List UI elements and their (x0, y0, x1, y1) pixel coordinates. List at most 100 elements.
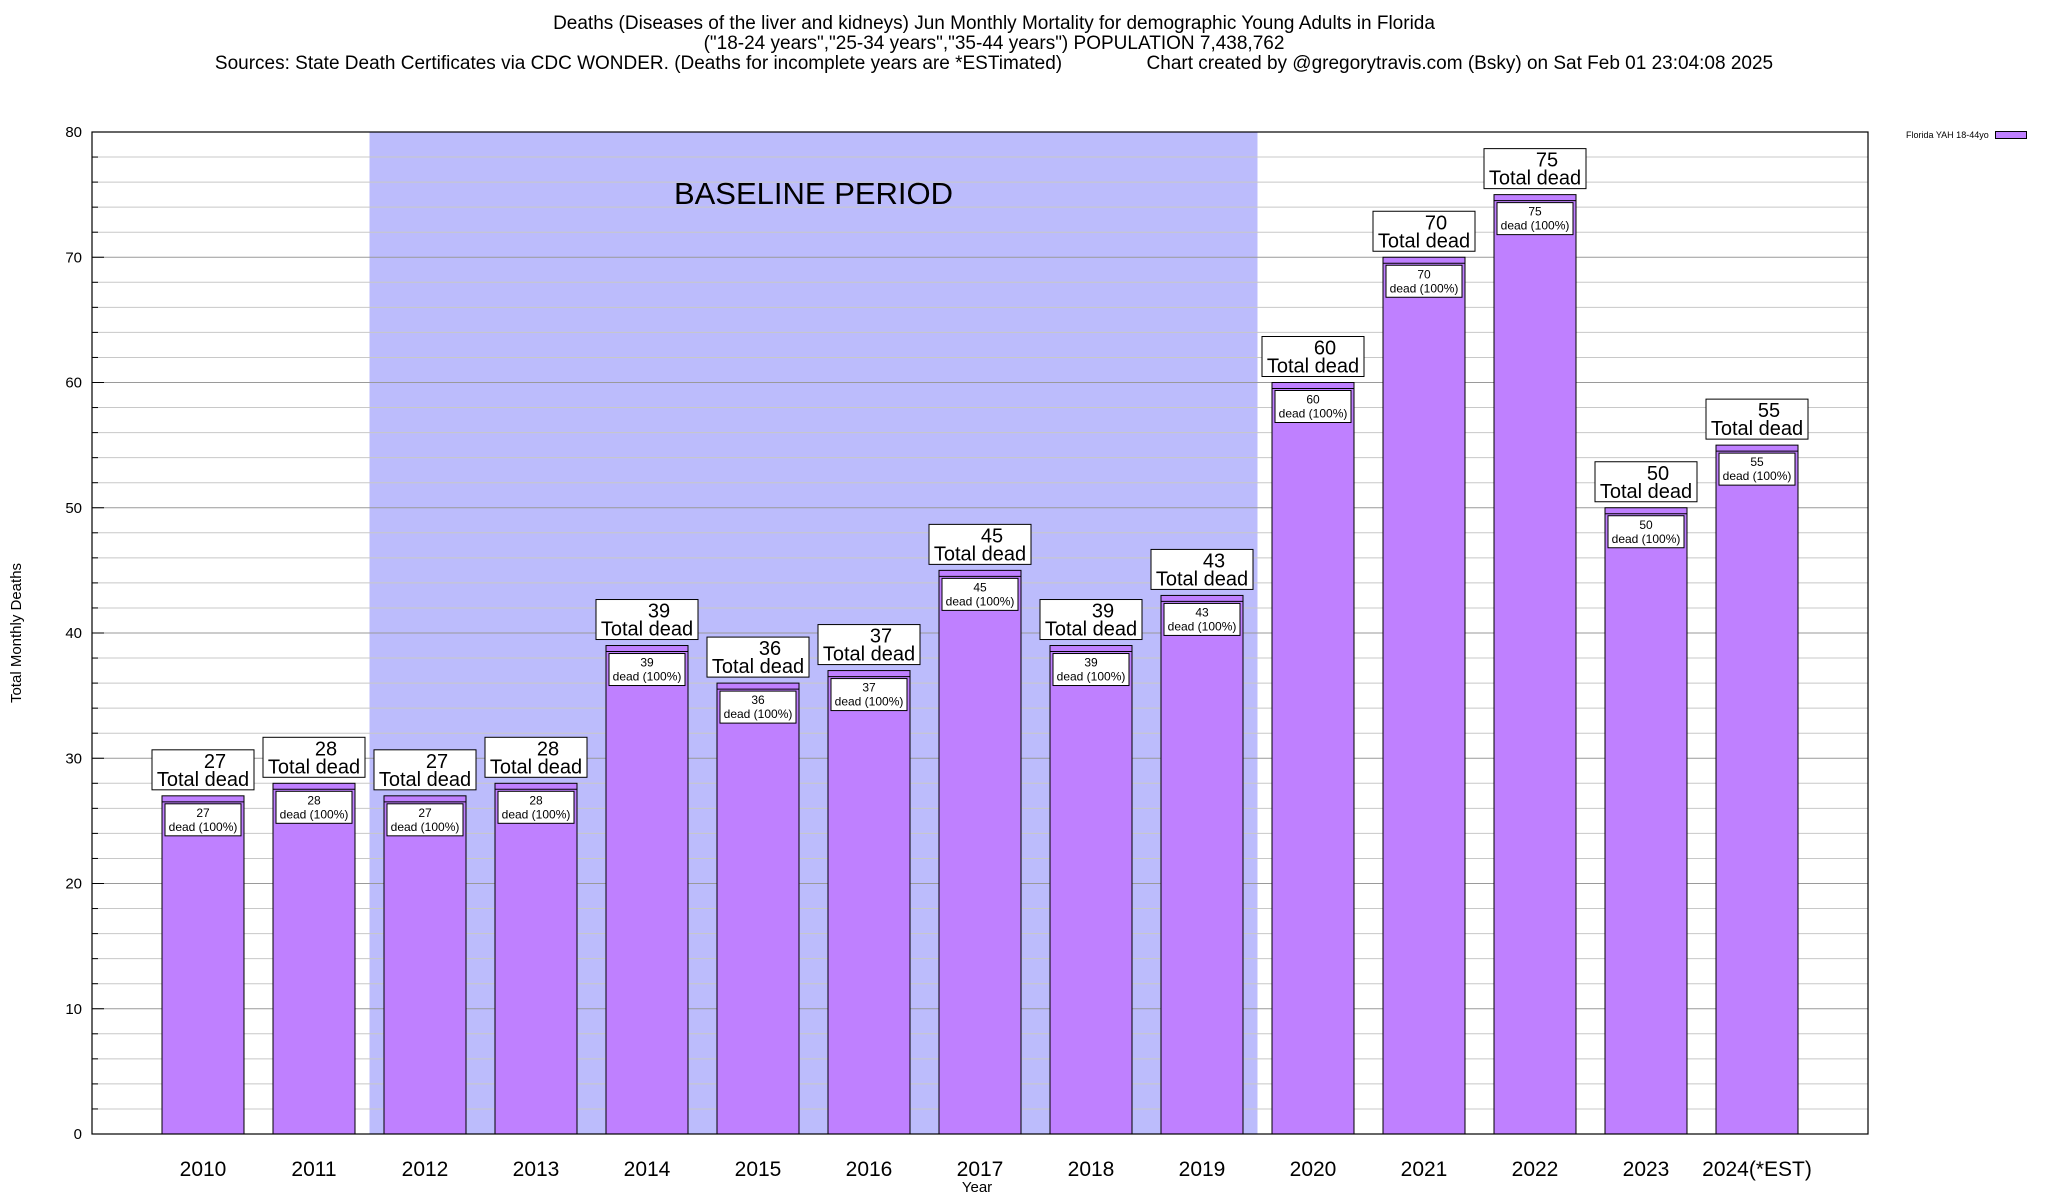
legend: Florida YAH 18-44yo (1906, 130, 2027, 140)
total-label-text: Total dead (712, 656, 804, 678)
inner-label-value: 36 (751, 693, 765, 707)
inner-label-text: dead (100%) (502, 807, 571, 821)
y-tick-label: 70 (65, 249, 82, 266)
bar (938, 569, 1022, 1135)
total-label-value: 75 (1536, 150, 1558, 172)
total-label-text: Total dead (934, 543, 1026, 565)
total-label-box (1150, 548, 1254, 590)
inner-label-box (1607, 515, 1685, 549)
inner-label-value: 27 (196, 806, 210, 820)
x-tick-label: 2010 (180, 1158, 227, 1181)
total-label-box (1261, 336, 1365, 377)
bar (827, 670, 911, 1135)
inner-label-value: 28 (307, 793, 321, 807)
x-tick-label: 2013 (513, 1158, 560, 1181)
plot-frame (91, 131, 1869, 1135)
inner-label-text: dead (100%) (1501, 219, 1570, 233)
y-tick-label: 10 (65, 1001, 82, 1018)
inner-label-box (275, 790, 353, 824)
total-label-value: 39 (648, 601, 670, 623)
total-label-box (1483, 148, 1587, 190)
inner-label-box (1718, 452, 1796, 486)
total-label-text: Total dead (490, 756, 582, 778)
total-label-value: 27 (426, 751, 448, 773)
total-label-text: Total dead (1267, 356, 1359, 378)
total-label-text: Total dead (1711, 418, 1803, 440)
total-label-box (373, 749, 477, 791)
inner-label-value: 55 (1750, 455, 1764, 469)
inner-label-box (719, 690, 797, 724)
inner-label-text: dead (100%) (946, 594, 1015, 608)
total-label-box (1039, 599, 1143, 641)
inner-label-text: dead (100%) (724, 707, 793, 721)
total-label-text: Total dead (268, 756, 360, 778)
inner-label-text: dead (100%) (835, 695, 904, 709)
total-label-text: Total dead (601, 619, 693, 641)
x-tick-label: 2012 (402, 1158, 449, 1181)
x-tick-label: 2022 (1512, 1158, 1559, 1181)
total-label-box (1372, 210, 1476, 252)
total-label-box (1705, 398, 1809, 440)
inner-label-text: dead (100%) (1057, 670, 1126, 684)
y-tick-label: 60 (65, 375, 82, 392)
inner-label-value: 39 (640, 656, 654, 670)
y-tick-label: 50 (65, 500, 82, 517)
x-tick-label: 2017 (957, 1158, 1004, 1181)
x-tick-label: 2016 (846, 1158, 893, 1181)
y-tick-label: 30 (65, 750, 82, 767)
total-label-text: Total dead (379, 769, 471, 791)
inner-label-text: dead (100%) (391, 820, 460, 834)
inner-label-box (164, 803, 242, 837)
inner-label-value: 39 (1084, 656, 1098, 670)
inner-label-text: dead (100%) (1390, 281, 1459, 295)
x-tick-label: 2015 (735, 1158, 782, 1181)
bar (605, 645, 689, 1135)
total-label-value: 50 (1647, 463, 1669, 485)
total-label-value: 36 (759, 638, 781, 660)
inner-label-text: dead (100%) (613, 670, 682, 684)
x-tick-label: 2019 (1179, 1158, 1226, 1181)
inner-label-text: dead (100%) (1168, 619, 1237, 633)
inner-label-value: 50 (1639, 518, 1653, 532)
x-tick-label: 2014 (624, 1158, 671, 1181)
bar (1382, 256, 1466, 1135)
inner-label-value: 43 (1195, 605, 1209, 619)
total-label-value: 27 (204, 751, 226, 773)
inner-label-box (1496, 202, 1574, 236)
inner-label-value: 45 (973, 580, 987, 594)
x-tick-label: 2023 (1623, 1158, 1670, 1181)
total-label-box (484, 736, 588, 778)
total-label-value: 28 (315, 738, 337, 760)
total-label-box (1594, 461, 1698, 503)
title-line-1: Deaths (Diseases of the liver and kidney… (553, 13, 1435, 34)
total-label-box (262, 736, 366, 778)
total-label-box (817, 624, 921, 666)
total-label-text: Total dead (823, 644, 915, 666)
chart-title: Deaths (Diseases of the liver and kidney… (0, 14, 1988, 74)
total-label-value: 55 (1758, 400, 1780, 422)
inner-label-box (830, 678, 908, 712)
inner-label-box (608, 653, 686, 687)
bar (1049, 645, 1133, 1135)
total-label-value: 28 (537, 738, 559, 760)
y-tick-label: 20 (65, 876, 82, 893)
inner-label-value: 28 (529, 793, 543, 807)
bar (272, 782, 356, 1135)
total-label-box (706, 636, 810, 678)
inner-label-value: 75 (1528, 205, 1542, 219)
total-label-text: Total dead (157, 769, 249, 791)
bar (716, 682, 800, 1135)
total-label-value: 60 (1314, 338, 1336, 360)
bar (1604, 507, 1688, 1135)
total-label-value: 45 (981, 525, 1003, 547)
inner-label-value: 37 (862, 681, 876, 695)
inner-label-value: 27 (418, 806, 432, 820)
inner-label-box (497, 790, 575, 824)
inner-label-box (1163, 602, 1241, 636)
inner-label-box (1052, 653, 1130, 687)
inner-label-box (1274, 390, 1352, 423)
legend-label: Florida YAH 18-44yo (1906, 130, 1989, 140)
inner-label-box (386, 803, 464, 837)
bar (1271, 382, 1355, 1135)
